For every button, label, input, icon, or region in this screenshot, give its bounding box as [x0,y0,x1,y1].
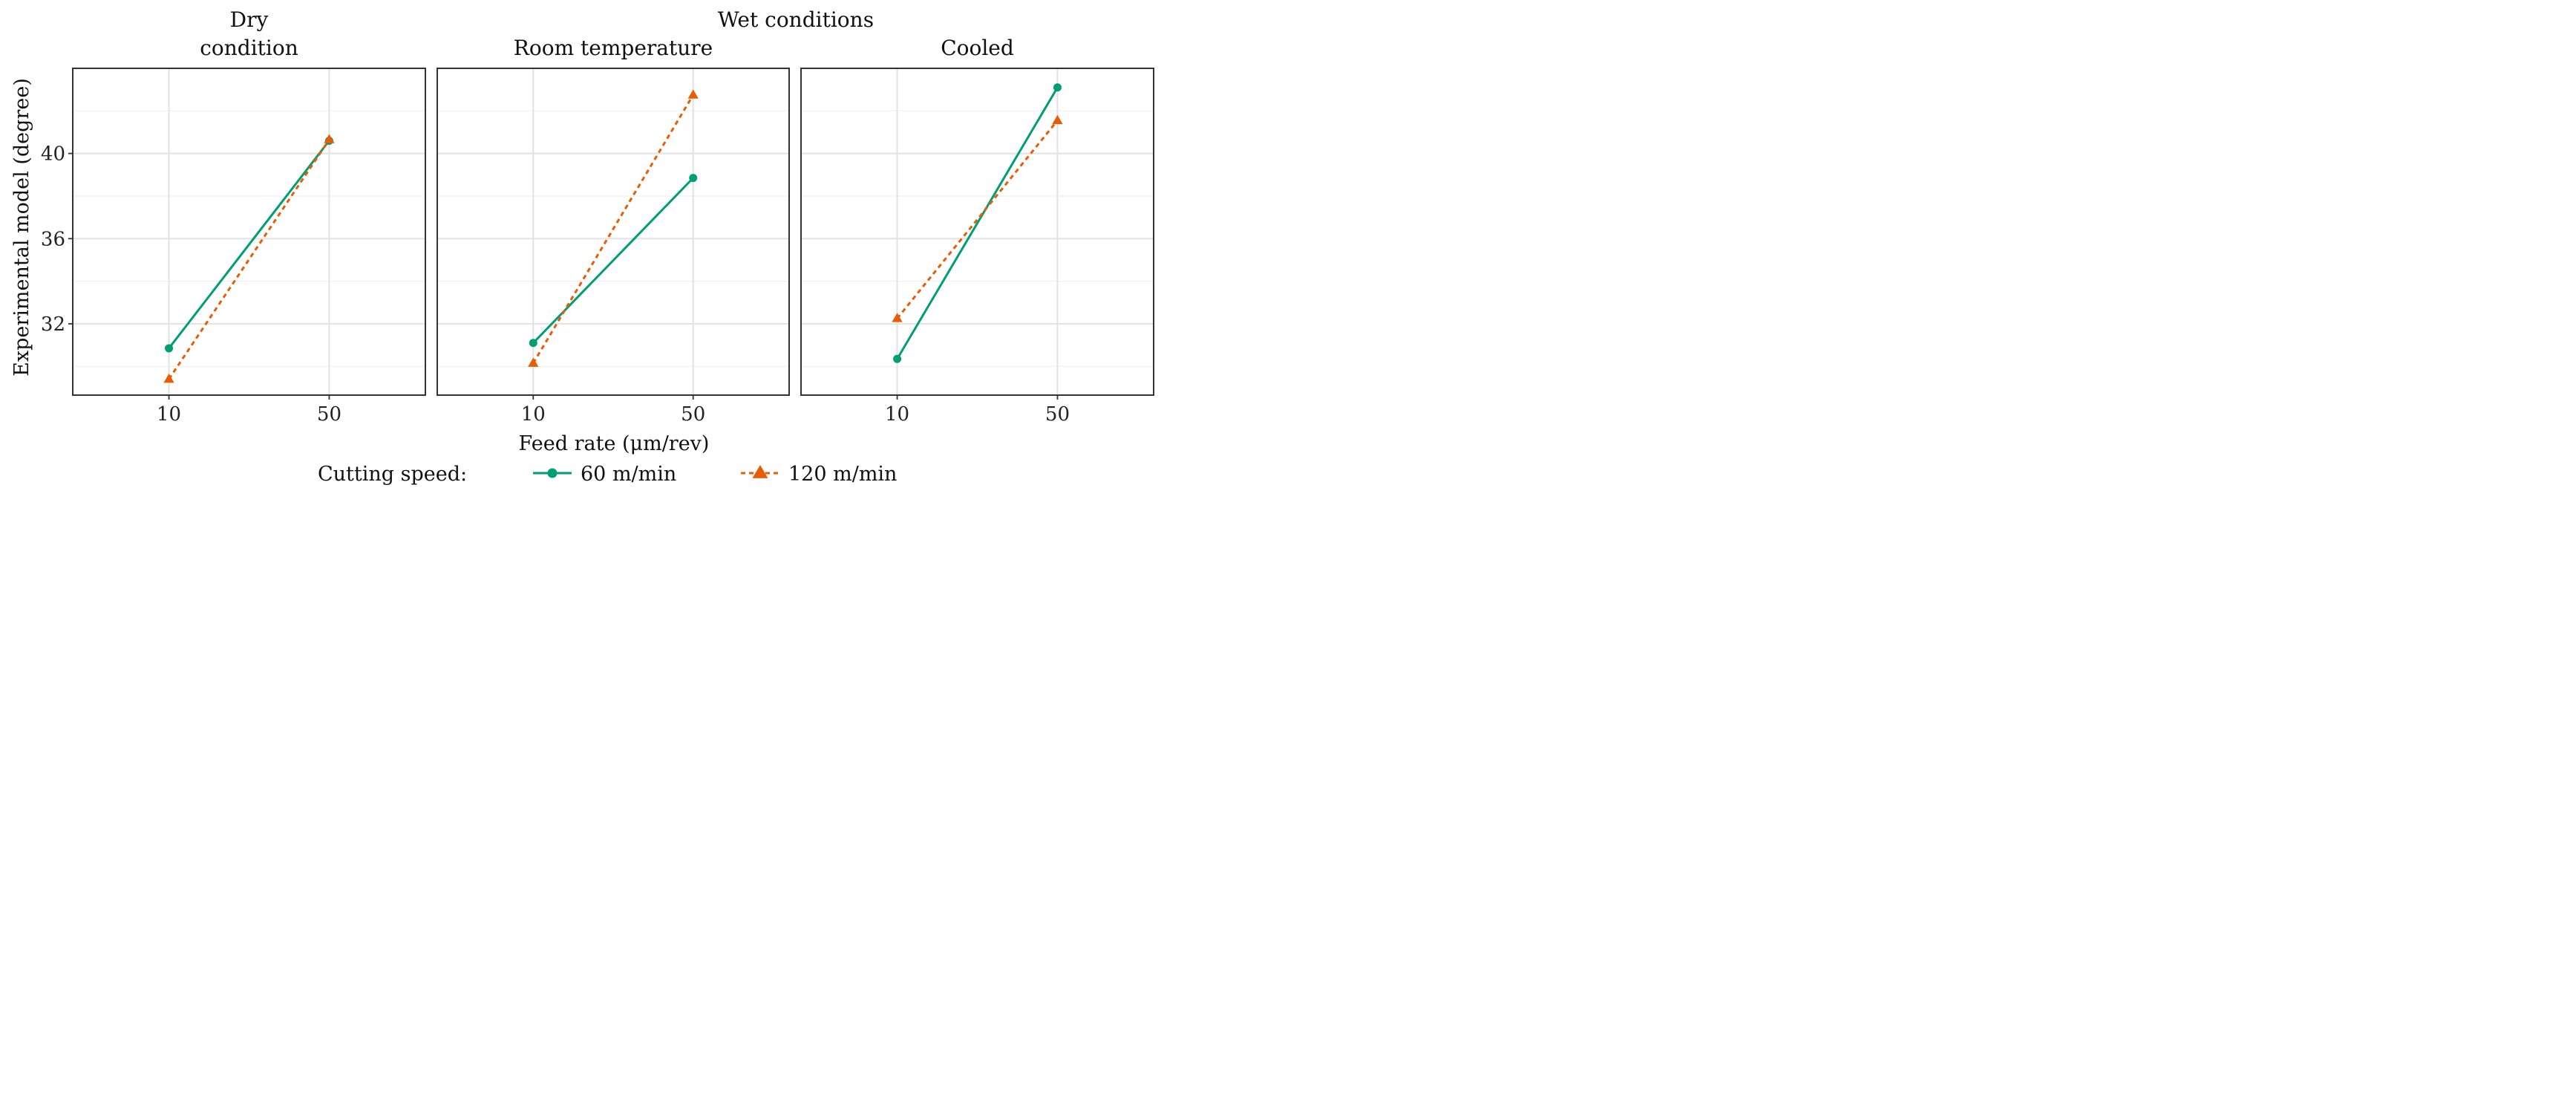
x-tick-label: 50 [681,403,705,426]
x-tick-label: 10 [521,403,546,426]
x-tick-label: 10 [885,403,909,426]
panel-3-title: Cooled [941,36,1014,60]
panel-2-title: Room temperature [514,36,713,60]
x-tick-label: 10 [157,403,181,426]
legend: Cutting speed: 60 m/min 120 m/min [318,463,897,486]
x-tick-label: 50 [1045,403,1070,426]
series-line-120 [896,120,1059,319]
data-point-60 [689,174,698,183]
faceted-line-chart: Wet conditions Dry condition 10 50 32 36 40 Roo… [10,7,1154,486]
y-tick-label: 32 [41,313,65,336]
facet-panel-2: Room temperature 10 50 [437,36,790,426]
panel-1-title: condition [200,36,298,60]
panel-border [72,68,426,396]
data-point-120 [163,374,174,383]
y-tick-label: 40 [41,143,65,166]
data-point-60 [529,339,537,348]
y-axis-title: Experimental model (degree) [10,78,33,377]
y-tick-label: 36 [41,228,65,250]
data-point-120 [528,357,539,367]
series-line-60 [168,140,330,349]
legend-key-marker [547,468,558,478]
legend-label: 60 m/min [581,463,676,486]
panel-1-title: Dry [230,7,269,32]
facet-panel-3: Cooled 10 50 [800,36,1154,426]
series-line-120 [532,94,695,364]
panel-border [800,68,1154,396]
legend-title: Cutting speed: [318,463,467,486]
legend-entry-60: 60 m/min [533,463,676,486]
data-point-120 [687,89,699,99]
legend-key-marker [752,465,768,478]
x-tick-label: 50 [317,403,341,426]
panel-border [437,68,790,396]
x-axis-title: Feed rate (μm/rev) [519,432,710,455]
series-line-60 [532,177,694,344]
data-point-60 [165,344,174,353]
legend-label: 120 m/min [788,463,897,486]
panels-layer: Dry condition 10 50 32 36 40 Room temperature 10… [41,7,1154,426]
data-point-120 [892,313,903,322]
data-point-120 [1052,114,1063,125]
data-point-60 [893,354,902,363]
legend-entry-120: 120 m/min [741,463,897,486]
wet-conditions-group-label: Wet conditions [718,7,874,32]
series-line-60 [896,87,1059,360]
facet-panel-1: Dry condition 10 50 32 36 40 [41,7,426,426]
series-line-120 [168,139,330,380]
data-point-60 [1053,83,1062,92]
data-point-120 [324,134,335,143]
